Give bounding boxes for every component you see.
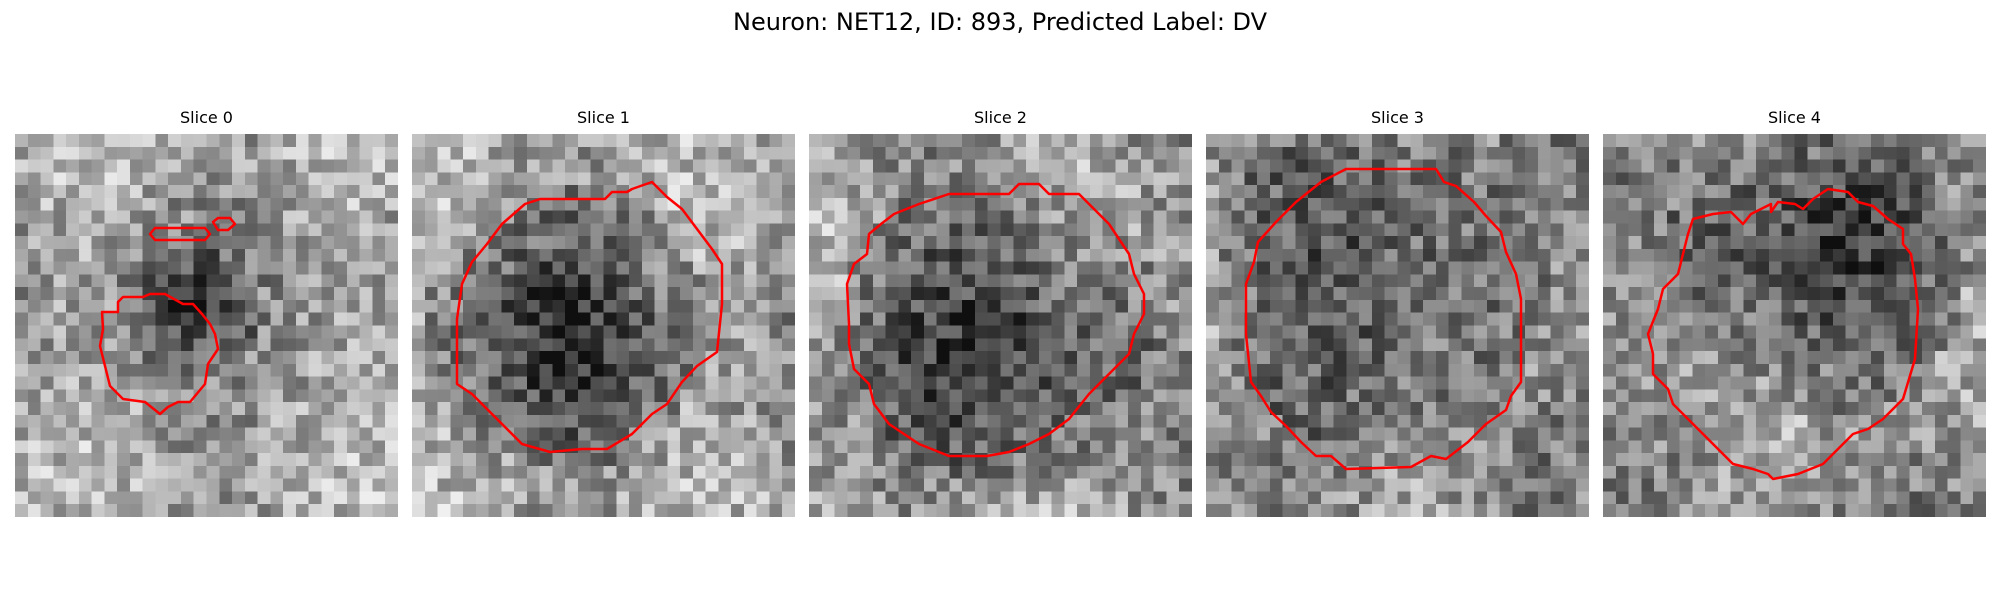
roi-outline [1244,167,1523,471]
roi-outline [455,180,724,454]
slice-title: Slice 1 [577,108,630,127]
slice-title: Slice 0 [180,108,233,127]
slice-panel-1: Slice 1 [412,108,795,517]
slice-image [15,134,398,517]
roi-outline [1646,187,1920,481]
figure-title: Neuron: NET12, ID: 893, Predicted Label:… [732,8,1268,36]
slice-image [1206,134,1589,517]
slice-panel-3: Slice 3 [1206,108,1589,517]
roi-outline [98,216,237,416]
slice-title: Slice 3 [1371,108,1424,127]
slice-panel-4: Slice 4 [1603,108,1986,517]
slice-panel-2: Slice 2 [809,108,1192,517]
roi-outline [845,182,1146,458]
slice-title: Slice 4 [1768,108,1821,127]
slice-title: Slice 2 [974,108,1027,127]
slice-panel-0: Slice 0 [15,108,398,517]
slice-image [1603,134,1986,517]
